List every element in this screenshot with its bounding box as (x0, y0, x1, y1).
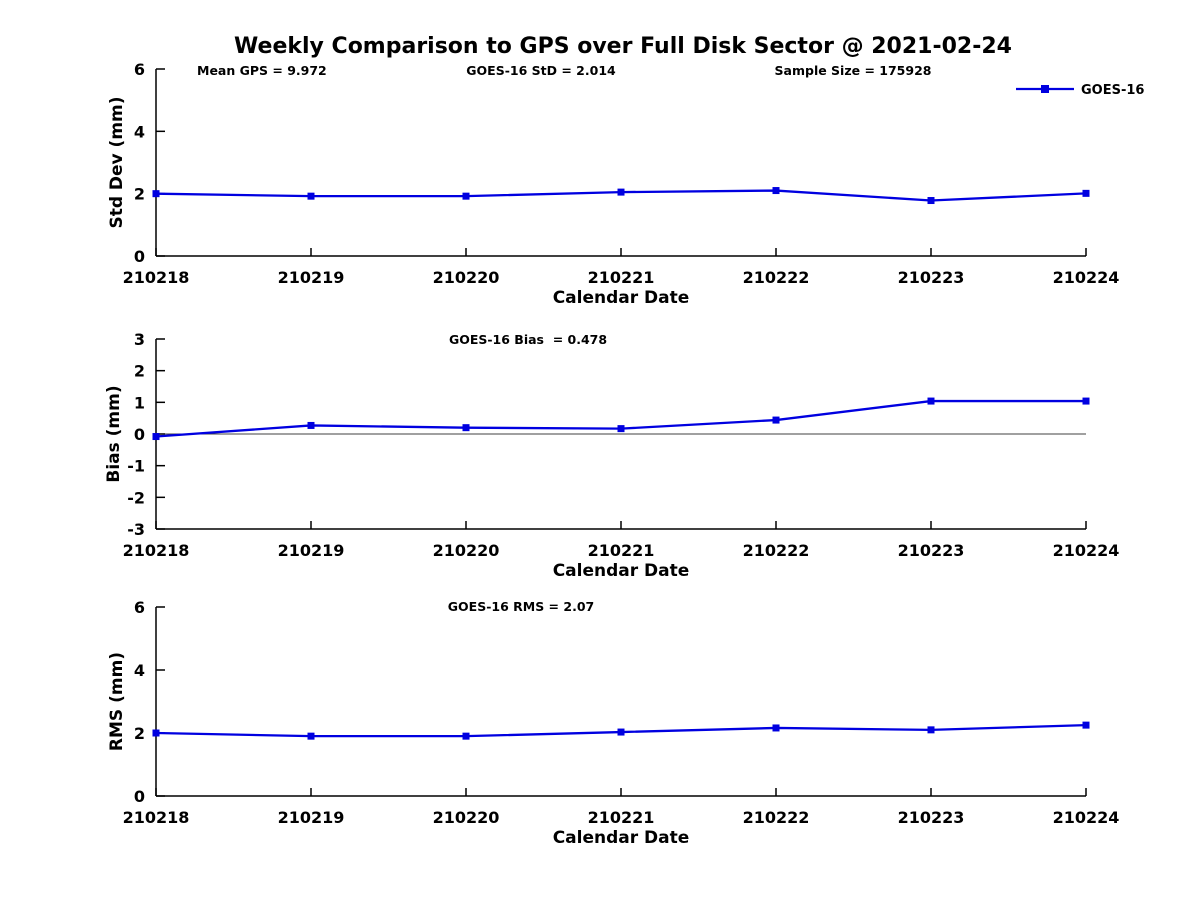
annotation: Mean GPS = 9.972 (197, 63, 327, 78)
annotation: Sample Size = 175928 (775, 63, 932, 78)
y-tick-label: 6 (134, 60, 145, 79)
stddev-chart: 0 2 4 6 210218 210219 210220 210221 210222 210223… (107, 60, 1144, 308)
x-tick-label: 210220 (433, 808, 500, 827)
y-tick-label: -3 (127, 520, 145, 539)
y-axis-title: Std Dev (mm) (107, 96, 127, 228)
x-tick-label: 210224 (1053, 808, 1120, 827)
y-tick-label: 2 (134, 185, 145, 204)
data-point-marker (307, 192, 315, 200)
y-tick-label: 0 (134, 425, 145, 444)
x-tick-label: 210218 (123, 268, 190, 287)
y-tick-label: 0 (134, 787, 145, 806)
y-tick-label: -1 (127, 457, 145, 476)
x-tick-label: 210221 (588, 541, 655, 560)
data-point-marker (772, 187, 780, 195)
x-tick-label: 210223 (898, 268, 965, 287)
x-tick-label: 210221 (588, 808, 655, 827)
x-tick-label: 210222 (743, 268, 810, 287)
data-point-marker (462, 192, 470, 200)
data-point-marker (152, 190, 160, 198)
data-point-marker (617, 728, 625, 736)
data-point-marker (927, 726, 935, 734)
data-point-marker (1082, 189, 1090, 197)
data-point-marker (617, 425, 625, 433)
x-tick-label: 210224 (1053, 541, 1120, 560)
data-point-marker (462, 732, 470, 740)
data-point-marker (772, 416, 780, 424)
figure-title: Weekly Comparison to GPS over Full Disk … (234, 34, 1012, 59)
x-tick-label: 210219 (278, 808, 345, 827)
y-axis-title: RMS (mm) (107, 652, 127, 751)
annotation: GOES-16 RMS = 2.07 (448, 599, 594, 614)
x-axis-title: Calendar Date (553, 561, 690, 581)
x-tick-label: 210218 (123, 808, 190, 827)
y-tick-label: 2 (134, 362, 145, 381)
bias-chart: -3 -2 -1 0 1 2 3 210218 210219 210220 210221 210222… (104, 330, 1119, 581)
y-tick-label: 4 (134, 122, 145, 141)
x-tick-label: 210218 (123, 541, 190, 560)
y-tick-label: 4 (134, 661, 145, 680)
x-tick-label: 210223 (898, 808, 965, 827)
x-tick-label: 210223 (898, 541, 965, 560)
data-point-marker (772, 724, 780, 732)
data-point-marker (307, 421, 315, 429)
data-point-marker (462, 424, 470, 432)
y-tick-label: 3 (134, 330, 145, 349)
x-tick-label: 210220 (433, 268, 500, 287)
legend: GOES-16 (1016, 83, 1144, 98)
data-point-marker (152, 433, 160, 441)
legend-marker (1041, 85, 1049, 93)
x-tick-label: 210219 (278, 268, 345, 287)
legend-label: GOES-16 (1081, 83, 1144, 98)
data-point-marker (1082, 721, 1090, 729)
y-tick-label: 1 (134, 393, 145, 412)
data-point-marker (152, 729, 160, 737)
x-tick-label: 210219 (278, 541, 345, 560)
data-point-marker (927, 197, 935, 205)
data-point-marker (617, 188, 625, 196)
y-axis-title: Bias (mm) (104, 385, 124, 482)
data-point-marker (307, 732, 315, 740)
x-axis-title: Calendar Date (553, 828, 690, 848)
y-tick-label: 0 (134, 247, 145, 266)
annotation: GOES-16 StD = 2.014 (466, 63, 616, 78)
data-point-marker (927, 397, 935, 405)
y-tick-label: 2 (134, 724, 145, 743)
y-tick-label: -2 (127, 488, 145, 507)
x-tick-label: 210222 (743, 808, 810, 827)
x-tick-label: 210222 (743, 541, 810, 560)
annotation: GOES-16 Bias = 0.478 (449, 332, 607, 347)
x-tick-label: 210221 (588, 268, 655, 287)
rms-chart: 0 2 4 6 210218 210219 210220 210221 210222 210223… (107, 598, 1119, 848)
x-axis-title: Calendar Date (553, 288, 690, 308)
data-point-marker (1082, 397, 1090, 405)
x-tick-label: 210220 (433, 541, 500, 560)
x-tick-label: 210224 (1053, 268, 1120, 287)
y-tick-label: 6 (134, 598, 145, 617)
